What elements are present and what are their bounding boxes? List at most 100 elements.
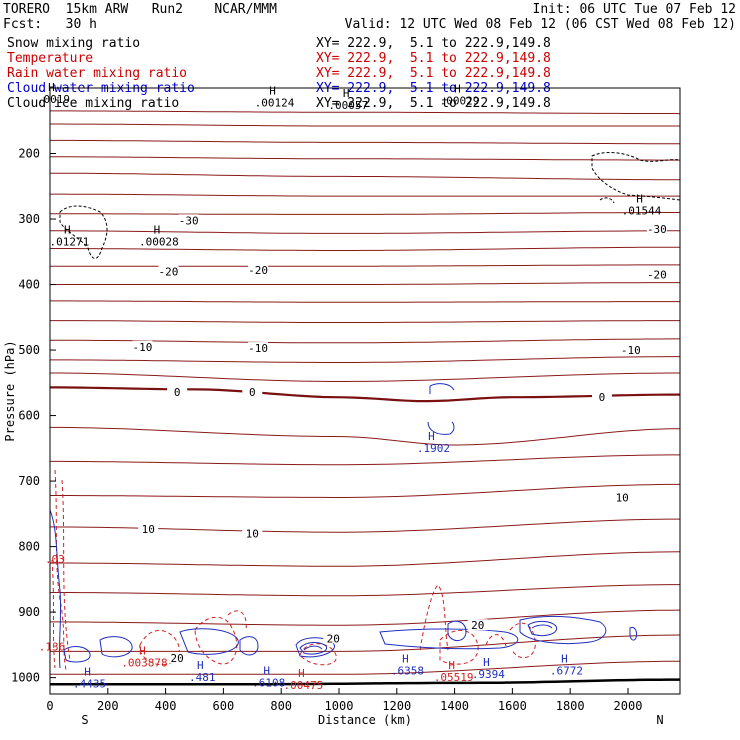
field-rain-xy: XY= 222.9, 5.1 to 222.9,149.8 <box>316 66 551 81</box>
isotherm <box>50 230 680 234</box>
cloud-water-max-marker: H <box>428 430 435 443</box>
cloud-water-max-value: .6108 <box>252 676 285 689</box>
isotherm <box>50 634 681 652</box>
isotherm-label: 20 <box>171 652 184 665</box>
y-tick-label: 500 <box>18 343 40 357</box>
field-rain: Rain water mixing ratio <box>7 66 188 81</box>
isotherm <box>50 551 681 567</box>
ground-surface <box>50 678 680 686</box>
field-temperature: Temperature <box>7 51 94 66</box>
isotherm-label-bg <box>620 344 641 356</box>
isotherm-label: 0 <box>249 386 256 399</box>
cloud-water-max-value: .481 <box>189 671 216 684</box>
isotherm-label-bg <box>242 385 263 397</box>
header: TORERO 15km ARW Run2 NCAR/MMM Init: 06 U… <box>0 0 740 112</box>
isotherm <box>50 193 680 197</box>
cloud-water-contour <box>239 636 259 656</box>
cloud-water-contour <box>303 645 323 651</box>
rain-contour <box>439 630 479 665</box>
x-tick-label: 800 <box>270 699 292 713</box>
isotherm-label-bg <box>323 632 344 644</box>
isotherm <box>50 282 680 285</box>
cloud-water-contour <box>179 628 239 655</box>
cloud-water-max-marker: H <box>197 659 204 672</box>
rain-max-marker: H <box>298 667 305 680</box>
rain-max-value: .03 <box>45 553 65 566</box>
isotherm <box>50 320 680 323</box>
isotherm <box>50 338 680 344</box>
rain-max-value: .136 <box>39 640 66 653</box>
init-time: Init: 06 UTC Tue 07 Feb 12 <box>532 2 737 17</box>
valid-time: Valid: 12 UTC Wed 08 Feb 12 (06 CST Wed … <box>344 17 736 32</box>
isotherm <box>50 386 680 403</box>
isotherm-label-bg <box>158 265 179 277</box>
ice-max-value: .0019 <box>37 93 70 106</box>
cloud-water-contour <box>299 642 328 655</box>
direction-south: S <box>81 713 88 727</box>
isotherm <box>50 110 681 115</box>
rain-contour <box>299 643 337 666</box>
rain-contours <box>51 469 536 671</box>
ice-max-value: .01544 <box>622 205 662 218</box>
isotherm-label: -10 <box>621 344 641 357</box>
y-tick-label: 1000 <box>11 671 40 685</box>
x-tick-label: 1200 <box>382 699 411 713</box>
cloud-water-contour <box>49 509 62 669</box>
isotherm <box>50 246 680 251</box>
isotherm-label-bg <box>138 522 159 534</box>
cloud-water-contour <box>427 383 455 435</box>
temperature-isotherms <box>49 110 681 675</box>
isotherm <box>50 426 681 446</box>
field-cloud-ice-xy: XY= 222.9, 5.1 to 222.9,149.8 <box>316 96 551 111</box>
isotherm-label-bg <box>167 651 188 663</box>
rain-contour <box>51 559 56 669</box>
x-tick-label: 200 <box>97 699 119 713</box>
y-tick-label: 800 <box>18 540 40 554</box>
direction-north: N <box>656 713 663 727</box>
x-tick-label: 1400 <box>440 699 469 713</box>
isotherm-label-bg <box>242 527 263 539</box>
isotherm-label-bg <box>178 214 199 226</box>
cloud-water-max-marker: H <box>84 666 91 679</box>
isotherm <box>50 609 681 626</box>
rain-max-value: .00475 <box>284 679 324 692</box>
isotherm <box>50 584 680 597</box>
cloud-water-max-marker: H <box>483 656 490 669</box>
ice-max-value: .00057 <box>328 99 368 112</box>
cloud-water-max-marker: H <box>561 653 568 666</box>
cloud-water-contour <box>379 628 518 650</box>
cloud-water-max-value: .6772 <box>550 665 583 678</box>
isotherm-label: 10 <box>142 523 155 536</box>
isotherm-label: 20 <box>471 619 484 632</box>
y-tick-label: 400 <box>18 278 40 292</box>
ice-max-value: .01271 <box>49 235 89 248</box>
isotherm-label-bg <box>132 340 153 352</box>
y-tick-label: 600 <box>18 409 40 423</box>
isotherm <box>50 454 680 466</box>
rain-contour <box>485 634 507 647</box>
cloud-water-max-value: .4435 <box>73 678 106 691</box>
axes: 0 200 400 600 800 1000 1200 1400 1600 1800 2000200… <box>3 87 681 727</box>
ice-contour <box>599 197 615 204</box>
isotherm-label: 20 <box>327 632 340 645</box>
isotherm-label-bg <box>646 268 667 280</box>
rain-max-marker: H <box>448 659 455 672</box>
isotherm <box>50 660 681 675</box>
field-snow-xy: XY= 222.9, 5.1 to 222.9,149.8 <box>316 36 551 51</box>
y-tick-label: 200 <box>18 147 40 161</box>
x-tick-label: 1600 <box>498 699 527 713</box>
cloud-water-contours <box>49 383 637 669</box>
isotherm <box>50 212 680 215</box>
isotherm-label-bg <box>167 385 188 397</box>
isotherm-label: 0 <box>174 386 181 399</box>
y-tick-label: 700 <box>18 474 40 488</box>
isotherm-label-bg <box>467 619 488 631</box>
cloud-water-contour <box>99 636 133 658</box>
isotherm <box>50 372 680 382</box>
cloud-water-contour <box>447 620 467 641</box>
cloud-water-contour <box>531 624 553 629</box>
rain-max-value: .003878 <box>121 657 167 670</box>
x-tick-label: 0 <box>46 699 53 713</box>
cloud-water-max-value: .1902 <box>417 442 450 455</box>
